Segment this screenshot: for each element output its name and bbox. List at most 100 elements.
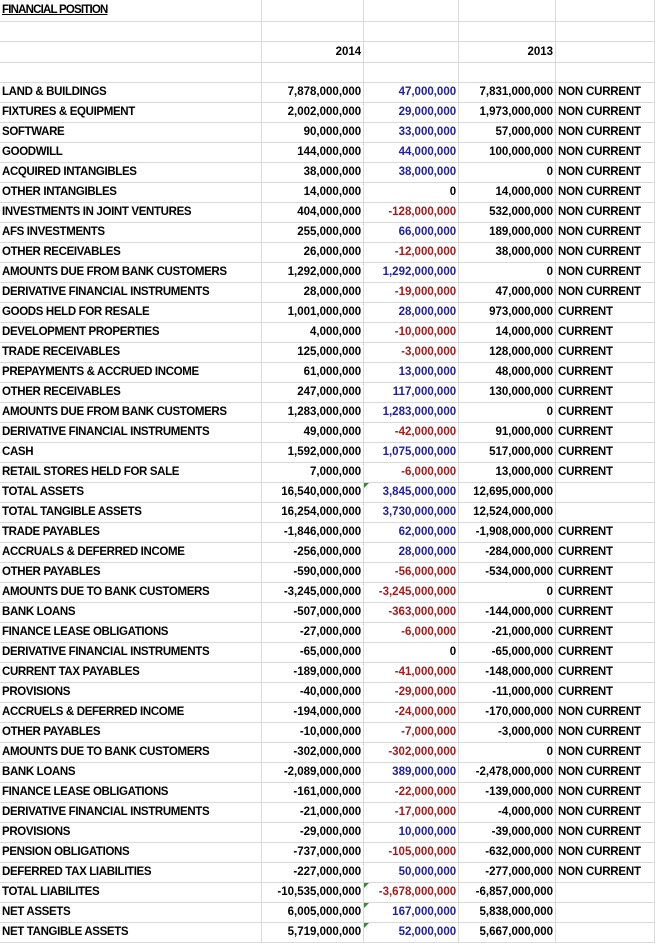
- value-2013-cell[interactable]: 532,000,000: [458, 202, 557, 223]
- line-item-label[interactable]: AMOUNTS DUE TO BANK CUSTOMERS: [0, 742, 263, 763]
- difference-cell[interactable]: 28,000,000: [363, 302, 460, 323]
- difference-cell[interactable]: 3,845,000,000: [363, 482, 460, 503]
- value-2013-cell[interactable]: 0: [458, 262, 557, 283]
- value-2013-cell[interactable]: -148,000,000: [458, 662, 557, 683]
- value-2014-cell[interactable]: 7,000,000: [261, 462, 365, 483]
- value-2014-cell[interactable]: 16,254,000,000: [261, 502, 365, 523]
- difference-cell[interactable]: -302,000,000: [363, 742, 460, 763]
- difference-cell[interactable]: 52,000,000: [363, 922, 460, 943]
- difference-cell[interactable]: -10,000,000: [363, 322, 460, 343]
- line-item-label[interactable]: TOTAL TANGIBLE ASSETS: [0, 502, 263, 523]
- value-2013-cell[interactable]: 973,000,000: [458, 302, 557, 323]
- line-item-label[interactable]: FINANCE LEASE OBLIGATIONS: [0, 782, 263, 803]
- empty-cell[interactable]: [555, 0, 655, 22]
- value-2014-cell[interactable]: -29,000,000: [261, 822, 365, 843]
- difference-cell[interactable]: 3,730,000,000: [363, 502, 460, 523]
- classification-cell[interactable]: [555, 922, 655, 943]
- line-item-label[interactable]: PROVISIONS: [0, 682, 263, 703]
- classification-cell[interactable]: NON CURRENT: [555, 702, 655, 723]
- difference-cell[interactable]: -22,000,000: [363, 782, 460, 803]
- classification-cell[interactable]: CURRENT: [555, 522, 655, 543]
- empty-cell[interactable]: [0, 62, 263, 83]
- value-2014-cell[interactable]: -302,000,000: [261, 742, 365, 763]
- value-2013-cell[interactable]: 130,000,000: [458, 382, 557, 403]
- classification-cell[interactable]: NON CURRENT: [555, 862, 655, 883]
- difference-cell[interactable]: 62,000,000: [363, 522, 460, 543]
- title-cell[interactable]: FINANCIAL POSITION: [0, 0, 263, 22]
- difference-cell[interactable]: -3,245,000,000: [363, 582, 460, 603]
- empty-cell[interactable]: [363, 21, 460, 42]
- value-2014-cell[interactable]: 90,000,000: [261, 122, 365, 143]
- line-item-label[interactable]: OTHER PAYABLES: [0, 562, 263, 583]
- value-2014-cell[interactable]: 4,000,000: [261, 322, 365, 343]
- value-2013-cell[interactable]: 0: [458, 162, 557, 183]
- difference-cell[interactable]: -7,000,000: [363, 722, 460, 743]
- value-2014-cell[interactable]: 38,000,000: [261, 162, 365, 183]
- value-2014-cell[interactable]: 247,000,000: [261, 382, 365, 403]
- difference-cell[interactable]: 1,292,000,000: [363, 262, 460, 283]
- year-2014-header[interactable]: 2014: [261, 41, 365, 63]
- line-item-label[interactable]: DERIVATIVE FINANCIAL INSTRUMENTS: [0, 802, 263, 823]
- value-2013-cell[interactable]: -11,000,000: [458, 682, 557, 703]
- difference-cell[interactable]: 38,000,000: [363, 162, 460, 183]
- line-item-label[interactable]: CURRENT TAX PAYABLES: [0, 662, 263, 683]
- value-2014-cell[interactable]: -10,535,000,000: [261, 882, 365, 903]
- classification-cell[interactable]: CURRENT: [555, 462, 655, 483]
- value-2014-cell[interactable]: 16,540,000,000: [261, 482, 365, 503]
- empty-cell[interactable]: [261, 62, 365, 83]
- empty-cell[interactable]: [458, 62, 557, 83]
- line-item-label[interactable]: GOODWILL: [0, 142, 263, 163]
- line-item-label[interactable]: DERIVATIVE FINANCIAL INSTRUMENTS: [0, 422, 263, 443]
- difference-cell[interactable]: 167,000,000: [363, 902, 460, 923]
- difference-cell[interactable]: 10,000,000: [363, 822, 460, 843]
- value-2014-cell[interactable]: 404,000,000: [261, 202, 365, 223]
- value-2013-cell[interactable]: 14,000,000: [458, 322, 557, 343]
- classification-cell[interactable]: [555, 482, 655, 503]
- classification-cell[interactable]: NON CURRENT: [555, 82, 655, 103]
- value-2014-cell[interactable]: 1,592,000,000: [261, 442, 365, 463]
- classification-cell[interactable]: CURRENT: [555, 362, 655, 383]
- classification-cell[interactable]: CURRENT: [555, 302, 655, 323]
- line-item-label[interactable]: DEFERRED TAX LIABILITIES: [0, 862, 263, 883]
- difference-cell[interactable]: -3,000,000: [363, 342, 460, 363]
- value-2013-cell[interactable]: -39,000,000: [458, 822, 557, 843]
- line-item-label[interactable]: OTHER RECEIVABLES: [0, 382, 263, 403]
- value-2014-cell[interactable]: -189,000,000: [261, 662, 365, 683]
- difference-cell[interactable]: -24,000,000: [363, 702, 460, 723]
- value-2013-cell[interactable]: 128,000,000: [458, 342, 557, 363]
- classification-cell[interactable]: NON CURRENT: [555, 762, 655, 783]
- value-2014-cell[interactable]: 28,000,000: [261, 282, 365, 303]
- difference-cell[interactable]: -56,000,000: [363, 562, 460, 583]
- empty-cell[interactable]: [458, 0, 557, 22]
- line-item-label[interactable]: PREPAYMENTS & ACCRUED INCOME: [0, 362, 263, 383]
- value-2013-cell[interactable]: 0: [458, 402, 557, 423]
- line-item-label[interactable]: LAND & BUILDINGS: [0, 82, 263, 103]
- classification-cell[interactable]: NON CURRENT: [555, 222, 655, 243]
- value-2013-cell[interactable]: -534,000,000: [458, 562, 557, 583]
- year-2013-header[interactable]: 2013: [458, 41, 557, 63]
- value-2013-cell[interactable]: -3,000,000: [458, 722, 557, 743]
- value-2014-cell[interactable]: -40,000,000: [261, 682, 365, 703]
- value-2013-cell[interactable]: 7,831,000,000: [458, 82, 557, 103]
- classification-cell[interactable]: CURRENT: [555, 662, 655, 683]
- value-2013-cell[interactable]: 14,000,000: [458, 182, 557, 203]
- empty-cell[interactable]: [555, 21, 655, 42]
- line-item-label[interactable]: AMOUNTS DUE FROM BANK CUSTOMERS: [0, 262, 263, 283]
- difference-cell[interactable]: -41,000,000: [363, 662, 460, 683]
- line-item-label[interactable]: PENSION OBLIGATIONS: [0, 842, 263, 863]
- value-2013-cell[interactable]: 5,667,000,000: [458, 922, 557, 943]
- value-2014-cell[interactable]: -2,089,000,000: [261, 762, 365, 783]
- value-2013-cell[interactable]: -65,000,000: [458, 642, 557, 663]
- difference-cell[interactable]: 13,000,000: [363, 362, 460, 383]
- classification-cell[interactable]: CURRENT: [555, 422, 655, 443]
- difference-cell[interactable]: -363,000,000: [363, 602, 460, 623]
- line-item-label[interactable]: FIXTURES & EQUIPMENT: [0, 102, 263, 123]
- value-2014-cell[interactable]: 255,000,000: [261, 222, 365, 243]
- value-2013-cell[interactable]: 13,000,000: [458, 462, 557, 483]
- line-item-label[interactable]: AMOUNTS DUE TO BANK CUSTOMERS: [0, 582, 263, 603]
- difference-cell[interactable]: 47,000,000: [363, 82, 460, 103]
- value-2014-cell[interactable]: 14,000,000: [261, 182, 365, 203]
- difference-cell[interactable]: 0: [363, 642, 460, 663]
- value-2013-cell[interactable]: 12,524,000,000: [458, 502, 557, 523]
- empty-cell[interactable]: [0, 41, 263, 63]
